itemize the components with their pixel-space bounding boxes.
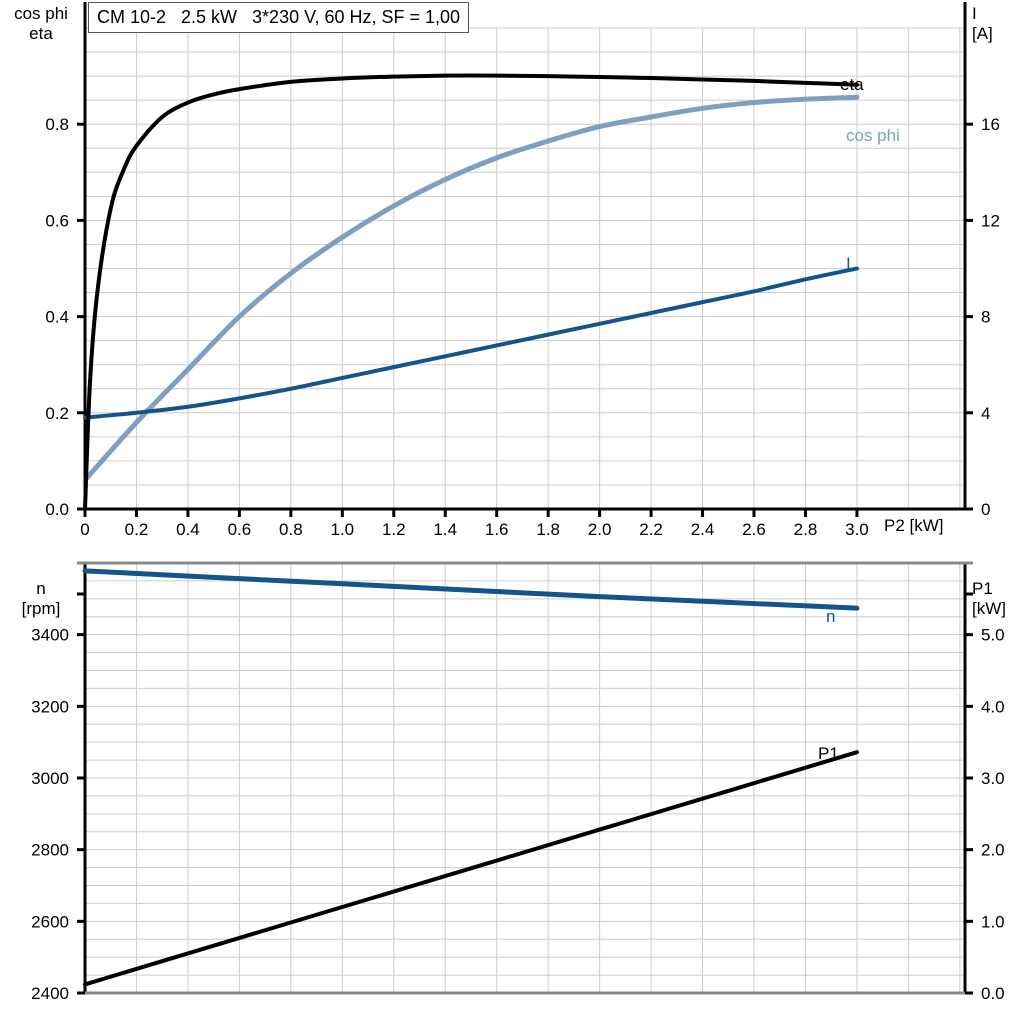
curve-n bbox=[82, 568, 860, 611]
top-left-tick-label: 0.0 bbox=[45, 500, 69, 519]
bottom-left-tick-label: 3000 bbox=[31, 769, 69, 788]
bottom-left-tick-label: 3200 bbox=[31, 697, 69, 716]
top-right-tick-label: 4 bbox=[981, 404, 990, 423]
top-right-tick-label: 16 bbox=[981, 115, 1000, 134]
bottom-right-tick-label: 3.0 bbox=[981, 769, 1005, 788]
bottom-chart: n [rpm] P1 [kW] 2400 2600 2800 3000 3200 3400… bbox=[0, 545, 1024, 1024]
top-x-tick-label: 1.6 bbox=[485, 520, 509, 539]
curve-label-current: I bbox=[846, 254, 851, 273]
bottom-left-axis-label: n [rpm] bbox=[21, 579, 61, 618]
top-x-tick-label: 2.6 bbox=[742, 520, 766, 539]
bottom-plot-svg: 2400 2600 2800 3000 3200 3400 0.0 1.0 2.0 3.0 4.0 5… bbox=[31, 561, 1005, 1003]
curve-I bbox=[83, 266, 859, 420]
top-x-tick-label: 0 bbox=[80, 520, 89, 539]
top-x-tick-label: 2.0 bbox=[588, 520, 612, 539]
top-left-axis-label: cos phi eta bbox=[14, 4, 68, 43]
curve-label-speed: n bbox=[826, 607, 836, 626]
top-x-tick-label: 0.8 bbox=[279, 520, 303, 539]
curve-P1 bbox=[83, 750, 859, 987]
top-x-tick-label: 0.2 bbox=[125, 520, 149, 539]
bottom-left-tick-label: 2400 bbox=[31, 984, 69, 1003]
bottom-right-tick-label: 2.0 bbox=[981, 841, 1005, 860]
top-left-tick-label: 0.6 bbox=[45, 211, 69, 230]
bottom-right-tick-label: 4.0 bbox=[981, 697, 1005, 716]
curve-label-cos-phi: cos phi bbox=[846, 126, 900, 145]
top-x-tick-label: 2.2 bbox=[639, 520, 663, 539]
top-left-tick-label: 0.2 bbox=[45, 404, 69, 423]
top-x-tick-label: 1.4 bbox=[433, 520, 457, 539]
top-x-tick-label: 0.4 bbox=[176, 520, 200, 539]
top-x-tick-label: 1.0 bbox=[330, 520, 354, 539]
top-x-axis-label: P2 [kW] bbox=[884, 516, 944, 535]
bottom-left-tick-label: 3400 bbox=[31, 626, 69, 645]
top-x-tick-label: 1.2 bbox=[382, 520, 406, 539]
top-right-tick-label: 0 bbox=[981, 500, 990, 519]
top-x-tick-label: 3.0 bbox=[845, 520, 869, 539]
bottom-right-tick-label: 1.0 bbox=[981, 912, 1005, 931]
bottom-left-tick-label: 2800 bbox=[31, 841, 69, 860]
curve-cos-phi bbox=[82, 94, 860, 483]
top-chart: cos phi eta I [A] CM 10-2 2.5 kW 3*230 V… bbox=[14, 2, 1000, 539]
bottom-left-tick-label: 2600 bbox=[31, 912, 69, 931]
bottom-grid bbox=[84, 562, 965, 994]
top-left-tick-label: 0.4 bbox=[45, 308, 69, 327]
curve-label-eta: eta bbox=[840, 75, 864, 94]
top-x-tick-label: 2.8 bbox=[794, 520, 818, 539]
top-x-tick-label: 0.6 bbox=[228, 520, 252, 539]
bottom-right-tick-label: 0.0 bbox=[981, 984, 1005, 1003]
top-x-tick-label: 1.8 bbox=[536, 520, 560, 539]
top-right-axis-label: I [A] bbox=[972, 4, 993, 43]
curve-label-power-input: P1 bbox=[818, 744, 839, 763]
top-left-tick-label: 0.8 bbox=[45, 115, 69, 134]
top-right-tick-label: 12 bbox=[981, 211, 1000, 230]
bottom-right-tick-label: 5.0 bbox=[981, 626, 1005, 645]
bottom-right-axis-label: P1 [kW] bbox=[972, 579, 1006, 618]
chart-title-box: CM 10-2 2.5 kW 3*230 V, 60 Hz, SF = 1,00 bbox=[88, 2, 470, 33]
top-x-tick-label: 2.4 bbox=[691, 520, 715, 539]
top-right-tick-label: 8 bbox=[981, 308, 990, 327]
curve-eta bbox=[83, 73, 859, 511]
top-plot-svg: 0.0 0.2 0.4 0.6 0.8 0 4 8 12 16 0 0.2 0.4 0.6 0.8 1.0 1.… bbox=[45, 2, 1000, 539]
top-grid bbox=[84, 27, 965, 510]
